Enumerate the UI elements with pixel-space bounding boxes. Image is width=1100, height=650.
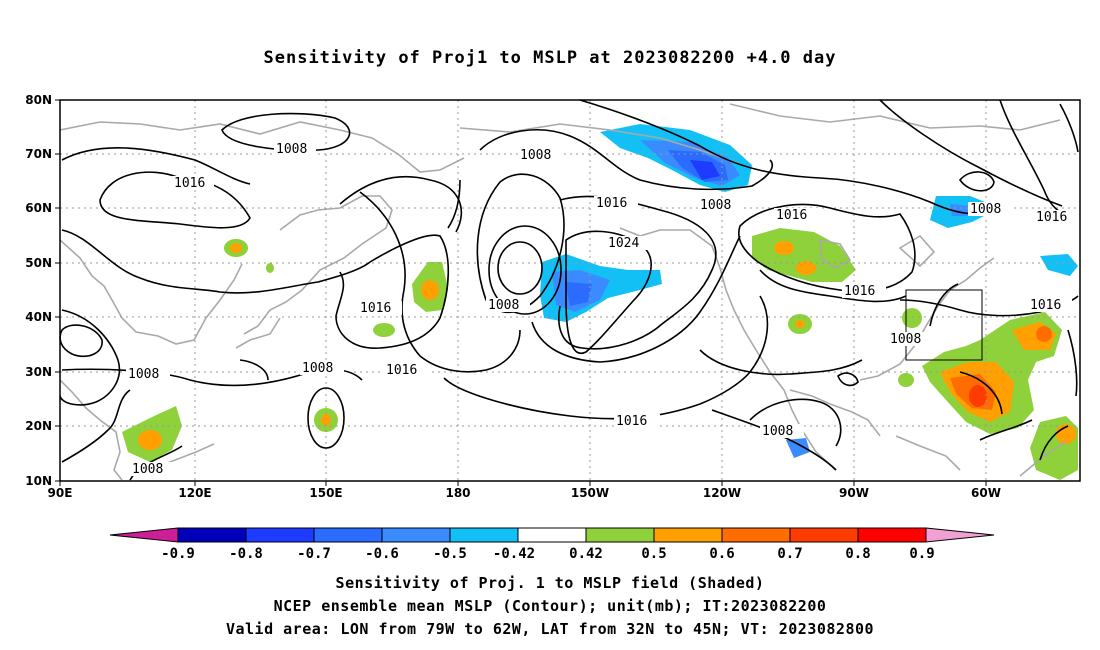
svg-text:1016: 1016 [776,208,807,223]
lat-label: 50N [25,256,52,270]
lon-label: 90W [839,486,869,500]
colorbar-label: -0.7 [297,546,331,562]
contour-label: 1016 [358,301,402,316]
contour-label: 1016 [384,363,428,378]
contour-label: 1008 [698,198,742,213]
colorbar-swatch [721,527,791,543]
contour-label: 1016 [1028,298,1072,313]
svg-text:1008: 1008 [970,202,1001,217]
svg-text:1008: 1008 [700,198,731,213]
contour-labels: 1008 1016 1008 1016 1024 1008 1016 1008 … [126,142,1078,477]
colorbar-swatch [857,527,927,543]
svg-text:1008: 1008 [762,424,793,439]
svg-text:1024: 1024 [608,236,639,251]
lat-label: 70N [25,147,52,161]
colorbar-label: 0.8 [845,546,870,562]
colorbar-label: 0.6 [709,546,734,562]
contour-label: 1008 [760,424,804,439]
colorbar-label: -0.6 [365,546,399,562]
svg-text:1008: 1008 [276,142,307,157]
colorbar-swatch [449,527,519,543]
lat-label: 80N [25,93,52,107]
contour-label: 1008 [968,202,1012,217]
svg-text:1016: 1016 [1036,210,1067,225]
contour-label: 1016 [1034,210,1078,225]
lat-label: 40N [25,310,52,324]
colorbar-swatch [517,527,587,543]
colorbar-label: 0.42 [569,546,603,562]
svg-text:1008: 1008 [128,367,159,382]
mslp-contours [59,99,1079,481]
contour-label: 1008 [126,367,170,382]
colorbar-label: 0.5 [641,546,666,562]
contour-label: 1008 [130,462,174,477]
colorbar-label: -0.8 [229,546,263,562]
sensitivity-shading [122,124,1078,480]
svg-text:1016: 1016 [360,301,391,316]
colorbar-swatch [585,527,655,543]
svg-text:1008: 1008 [132,462,163,477]
lat-label: 60N [25,201,52,215]
map-frame [59,99,1081,482]
lon-label: 150W [571,486,609,500]
figure-title: Sensitivity of Proj1 to MSLP at 20230822… [263,48,837,68]
svg-text:1016: 1016 [844,284,875,299]
colorbar-swatch [177,527,247,543]
colorbar-label: 0.9 [909,546,934,562]
valid-area-box [905,289,983,361]
contour-label: 1008 [518,148,562,163]
svg-text:1016: 1016 [596,196,627,211]
contour-label: 1016 [614,414,660,429]
colorbar-swatch [653,527,723,543]
axis-ticks [55,99,987,486]
contour-label: 1008 [300,361,344,376]
colorbar: -0.9 -0.8 -0.7 -0.6 -0.5 -0.42 0.42 0.5 … [109,527,995,562]
contour-label: 1008 [274,142,316,157]
lon-label: 90E [48,486,73,500]
lon-label: 60W [971,486,1001,500]
svg-text:1016: 1016 [1030,298,1061,313]
colorbar-swatch [381,527,451,543]
svg-text:1008: 1008 [890,332,921,347]
colorbar-label: -0.5 [433,546,467,562]
lat-label: 20N [25,419,52,433]
colorbar-label: 0.7 [777,546,802,562]
caption-line-3: Valid area: LON from 79W to 62W, LAT fro… [225,620,875,638]
svg-text:1008: 1008 [488,298,519,313]
svg-text:1016: 1016 [386,363,417,378]
lon-label: 150E [309,486,342,500]
lat-labels: 80N 70N 60N 50N 40N 30N 20N 10N [25,93,52,488]
lon-labels: 90E 120E 150E 180 150W 120W 90W 60W [48,486,1001,500]
contour-label: 1008 [888,332,932,347]
svg-text:1008: 1008 [520,148,551,163]
colorbar-end-low [109,527,179,543]
contour-label: 1016 [594,196,638,211]
contour-label: 1016 [172,176,214,191]
svg-text:1016: 1016 [174,176,205,191]
lat-label: 30N [25,365,52,379]
svg-text:1016: 1016 [616,414,647,429]
colorbar-swatch [789,527,859,543]
svg-text:1008: 1008 [302,361,333,376]
lon-label: 120W [703,486,741,500]
lat-lon-grid [60,100,1080,481]
contour-label: 1016 [842,284,886,299]
colorbar-swatch [313,527,383,543]
lat-label: 10N [25,474,52,488]
contour-label: 1008 [486,298,530,313]
colorbar-label: -0.42 [493,546,535,562]
contour-label: 1024 [606,236,650,251]
colorbar-label: -0.9 [161,546,195,562]
caption-line-1: Sensitivity of Proj. 1 to MSLP field (Sh… [335,574,765,592]
contour-label: 1016 [774,208,818,223]
lon-label: 120E [178,486,211,500]
colorbar-swatch [245,527,315,543]
caption-line-2: NCEP ensemble mean MSLP (Contour); unit(… [273,597,827,615]
colorbar-end-high [925,527,995,543]
lon-label: 180 [445,486,470,500]
